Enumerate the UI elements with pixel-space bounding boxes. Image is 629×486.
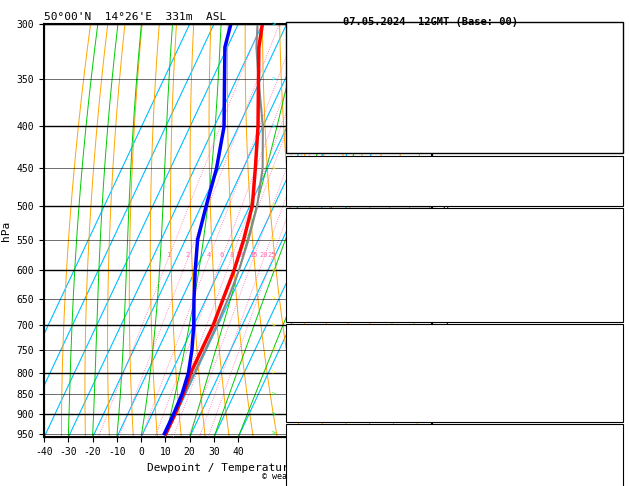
Text: >: > <box>272 123 276 129</box>
Text: >: > <box>272 347 276 353</box>
Text: 0: 0 <box>616 309 621 318</box>
Text: >: > <box>272 296 276 302</box>
Text: >: > <box>272 322 276 328</box>
Text: θₑ(K): θₑ(K) <box>288 260 313 270</box>
Text: 6: 6 <box>220 252 224 259</box>
Text: Most Unstable: Most Unstable <box>420 329 489 338</box>
Text: 07.05.2024  12GMT (Base: 00): 07.05.2024 12GMT (Base: 00) <box>343 17 518 27</box>
Text: EH: EH <box>288 445 298 454</box>
Text: 25: 25 <box>268 252 276 259</box>
Y-axis label: km
ASL: km ASL <box>465 222 487 240</box>
Text: CAPE (J): CAPE (J) <box>288 293 328 302</box>
Text: Dewp (°C): Dewp (°C) <box>288 244 333 254</box>
Text: >: > <box>272 237 276 243</box>
Text: 9: 9 <box>616 293 621 302</box>
Text: >: > <box>272 21 276 27</box>
Text: θₑ (K): θₑ (K) <box>288 361 318 370</box>
Text: Surface: Surface <box>436 212 473 222</box>
Text: Totals Totals: Totals Totals <box>288 176 353 186</box>
Text: 71: 71 <box>611 445 621 454</box>
Text: 0: 0 <box>616 393 621 402</box>
Text: 2.19: 2.19 <box>601 192 621 202</box>
Text: SREH: SREH <box>288 461 308 470</box>
Text: 4: 4 <box>616 377 621 386</box>
Text: >: > <box>272 165 276 171</box>
Text: 50°00'N  14°26'E  331m  ASL: 50°00'N 14°26'E 331m ASL <box>44 12 226 22</box>
Text: 311: 311 <box>606 361 621 370</box>
Text: 0: 0 <box>616 409 621 418</box>
Text: >: > <box>272 267 276 274</box>
Text: © weatheronline.co.uk: © weatheronline.co.uk <box>262 472 367 481</box>
Text: 4: 4 <box>207 252 211 259</box>
Text: Pressure (mb): Pressure (mb) <box>288 345 353 354</box>
Text: 134°: 134° <box>601 477 621 486</box>
Text: kt: kt <box>298 39 308 48</box>
Text: 8: 8 <box>616 277 621 286</box>
Text: >: > <box>272 391 276 397</box>
Text: Hodograph: Hodograph <box>430 429 479 438</box>
Text: 2: 2 <box>186 252 190 259</box>
Text: 1: 1 <box>166 252 170 259</box>
Text: >: > <box>272 431 276 437</box>
Text: 62: 62 <box>611 461 621 470</box>
Text: K: K <box>288 160 293 170</box>
Text: CAPE (J): CAPE (J) <box>288 393 328 402</box>
Text: 9.5: 9.5 <box>606 228 621 238</box>
Text: 20: 20 <box>260 252 268 259</box>
Text: 22: 22 <box>611 160 621 170</box>
X-axis label: Dewpoint / Temperature (°C): Dewpoint / Temperature (°C) <box>147 463 329 473</box>
Y-axis label: hPa: hPa <box>1 221 11 241</box>
Text: Temp (°C): Temp (°C) <box>288 228 333 238</box>
Legend: Temperature, Dewpoint, Parcel Trajectory, Dry Adiabat, Wet Adiabat, Isotherm, Mi: Temperature, Dewpoint, Parcel Trajectory… <box>317 29 428 108</box>
Text: Lifted Index: Lifted Index <box>288 377 348 386</box>
Text: 305: 305 <box>606 260 621 270</box>
Text: >: > <box>272 412 276 417</box>
Text: 15: 15 <box>249 252 257 259</box>
Text: Lifted Index: Lifted Index <box>288 277 348 286</box>
Text: CIN (J): CIN (J) <box>288 409 323 418</box>
Text: >: > <box>272 370 276 376</box>
Text: 700: 700 <box>606 345 621 354</box>
Text: CIN (J): CIN (J) <box>288 309 323 318</box>
Text: >: > <box>272 76 276 82</box>
Text: 10: 10 <box>235 252 243 259</box>
Text: StmDir: StmDir <box>288 477 318 486</box>
Text: 40: 40 <box>611 176 621 186</box>
Text: 8.9: 8.9 <box>606 244 621 254</box>
Text: >: > <box>272 203 276 208</box>
Text: PW (cm): PW (cm) <box>288 192 323 202</box>
Text: 8: 8 <box>230 252 233 259</box>
